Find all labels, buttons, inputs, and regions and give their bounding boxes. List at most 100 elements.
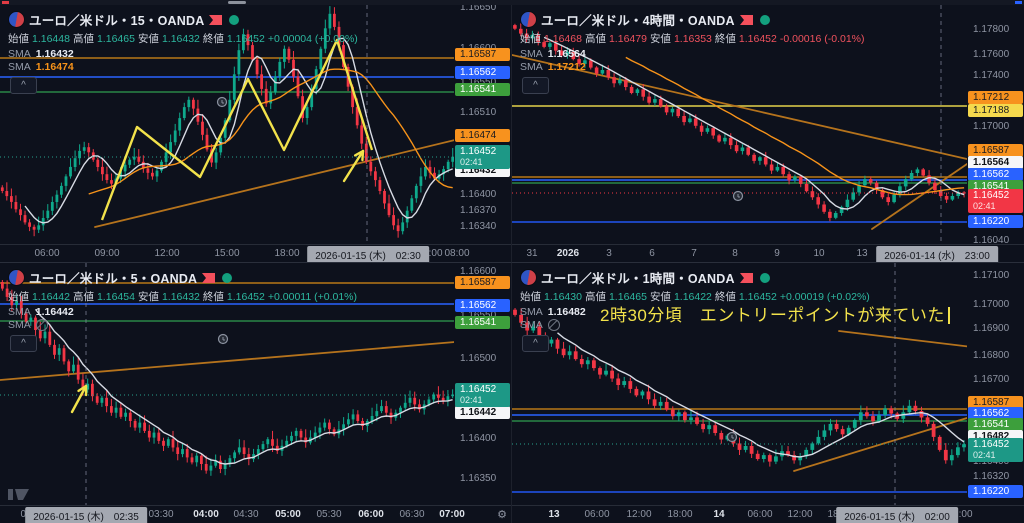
pair-icon xyxy=(8,11,25,28)
time-tick: 06:00 xyxy=(417,248,443,259)
collapse-legend-button[interactable]: ^ xyxy=(522,77,549,94)
close-value: 1.16452 xyxy=(738,290,777,303)
price-tick: 1.16040 xyxy=(973,235,1010,246)
price-level-label: 1.16541 xyxy=(968,418,1023,431)
alarm-clock-icon[interactable] xyxy=(732,190,744,202)
time-tick: 08:00 xyxy=(444,248,470,259)
alarm-clock-icon[interactable] xyxy=(216,96,228,108)
time-axis[interactable]: 1306:0012:0018:001406:0012:0018:0012:002… xyxy=(512,505,1024,523)
time-tick: 03:30 xyxy=(148,509,174,520)
chart-title[interactable]: ユーロ／米ドル・1時間・OANDA xyxy=(541,272,735,286)
price-level-label: 1.16564 xyxy=(968,156,1023,169)
close-label: 終値 xyxy=(202,291,224,303)
candlestick-chart[interactable] xyxy=(512,5,968,245)
indicator-row-sma[interactable]: SMA 1.16442 xyxy=(8,306,74,318)
alarm-clock-icon[interactable] xyxy=(217,333,229,345)
ohlc-row: 始値 1.16430 高値 1.16465 安値 1.16422 終値 1.16452 … xyxy=(520,289,870,304)
collapse-legend-button[interactable]: ^ xyxy=(10,335,37,352)
price-axis[interactable]: 1.17100 1.17000 1.16900 1.16800 1.16700 1.164… xyxy=(967,263,1024,506)
low-label: 安値 xyxy=(649,291,671,303)
time-tick: 06:00 xyxy=(584,509,610,520)
candlestick-chart[interactable] xyxy=(0,263,456,507)
flag-icon[interactable] xyxy=(208,14,223,26)
indicator-row-sma[interactable]: SMA 1.16482 xyxy=(520,306,586,318)
flag-icon[interactable] xyxy=(201,272,216,284)
text-cursor xyxy=(947,307,950,324)
low-label: 安値 xyxy=(649,33,671,45)
chart-plot-5min[interactable] xyxy=(0,263,456,512)
crosshair-date-label: 2026-01-15 (木) 02:35 xyxy=(25,507,147,523)
high-label: 高値 xyxy=(72,33,94,45)
price-tick: 1.16340 xyxy=(460,221,497,232)
price-level-label: 1.16220 xyxy=(968,485,1023,498)
low-value: 1.16422 xyxy=(673,290,712,303)
price-tick: 1.16900 xyxy=(973,323,1010,334)
chart-title[interactable]: ユーロ／米ドル・4時間・OANDA xyxy=(541,14,735,28)
price-tick: 1.17000 xyxy=(973,121,1010,132)
time-tick: 6 xyxy=(649,248,655,259)
price-level-label: 1.17188 xyxy=(968,104,1023,117)
low-label: 安値 xyxy=(137,291,159,303)
indicator-row-sma[interactable]: SMA 1.16474 xyxy=(8,61,74,73)
chart-title[interactable]: ユーロ／米ドル・15・OANDA xyxy=(29,14,205,28)
indicator-row-sma[interactable]: SMA 1.16564 xyxy=(520,48,586,60)
strip-scroll-thumb[interactable] xyxy=(228,1,246,4)
price-level-label: 1.17212 xyxy=(968,91,1023,104)
chart-plot-15min[interactable] xyxy=(0,5,456,250)
indicator-row-sma[interactable]: SMA xyxy=(520,319,870,331)
candlestick-chart[interactable] xyxy=(0,5,456,245)
price-level-label: 1.16587 xyxy=(455,276,510,289)
price-axis[interactable]: 1.17800 1.17600 1.17400 1.17000 1.16040 1.172… xyxy=(967,5,1024,246)
collapse-legend-button[interactable]: ^ xyxy=(522,335,549,352)
time-tick: 13 xyxy=(856,248,868,259)
time-axis[interactable]: 31 2026 3 6 7 8 9 10 13 2026-01-14 (水) 23:00 xyxy=(512,244,1024,262)
indicator-hidden-eye-icon[interactable] xyxy=(35,319,48,331)
axis-settings-gear-icon[interactable]: ⚙ xyxy=(497,509,507,521)
time-tick: 18:00 xyxy=(667,509,693,520)
indicator-row-sma[interactable]: SMA 1.16432 xyxy=(8,48,74,60)
price-axis[interactable]: 1.16600 1.16550 1.16500 1.16400 1.16350 1.165… xyxy=(454,263,511,506)
price-tick: 1.16600 xyxy=(460,266,497,277)
indicator-row-sma[interactable]: SMA 1.17212 xyxy=(520,61,586,73)
close-label: 終値 xyxy=(202,33,224,45)
alarm-clock-icon[interactable] xyxy=(726,431,738,443)
change-value: +0.00004 (+0.00%) xyxy=(267,32,358,45)
price-tick: 1.17000 xyxy=(973,299,1010,310)
current-price-label: 1.16452 02:41 xyxy=(455,145,510,169)
crosshair-date-label: 2026-01-15 (木) 02:30 xyxy=(307,246,429,262)
chart-plot-4hour[interactable] xyxy=(512,5,968,250)
price-level-label: 1.16562 xyxy=(455,66,510,79)
open-value: 1.16468 xyxy=(544,32,582,45)
indicator-row-sma[interactable]: SMA xyxy=(8,319,357,331)
price-axis[interactable]: 1.166501.166001.165501.165101.164001.163… xyxy=(454,5,511,245)
indicator-hidden-eye-icon[interactable] xyxy=(547,319,560,331)
open-label: 始値 xyxy=(520,33,541,45)
chart-panel-5min: 1.16600 1.16550 1.16500 1.16400 1.16350 1.165… xyxy=(0,262,512,523)
collapse-legend-button[interactable]: ^ xyxy=(10,77,37,94)
price-level-label: 1.16442 xyxy=(455,406,510,419)
flag-icon[interactable] xyxy=(739,272,754,284)
time-tick: 13 xyxy=(548,509,560,520)
price-tick: 1.16500 xyxy=(460,353,497,364)
price-tick: 1.16350 xyxy=(460,473,497,484)
crosshair-date-label: 2026-01-14 (水) 23:00 xyxy=(876,246,998,262)
high-value: 1.16454 xyxy=(96,290,135,303)
time-axis[interactable]: 06:0009:0012:0015:0018:0021:0006:0008:00… xyxy=(0,244,511,262)
time-tick: 12:00 xyxy=(947,509,973,520)
price-level-label: 1.16562 xyxy=(968,168,1023,181)
high-label: 高値 xyxy=(72,291,94,303)
price-level-label: 1.16541 xyxy=(455,83,510,96)
chart-legend: ユーロ／米ドル・1時間・OANDA 始値 1.16430 高値 1.16465 安値… xyxy=(520,268,870,332)
price-level-label: 1.16562 xyxy=(968,407,1023,420)
time-axis[interactable]: 0203:3004:0004:3005:0005:3006:0006:3007:… xyxy=(0,505,511,523)
price-tick: 1.16510 xyxy=(460,107,497,118)
price-tick: 1.16400 xyxy=(460,433,497,444)
time-tick: 31 xyxy=(526,248,538,259)
annotation-text[interactable]: 2時30分頃 エントリーポイントが来ていた xyxy=(600,301,950,326)
tradingview-logo[interactable] xyxy=(8,486,30,501)
chart-title[interactable]: ユーロ／米ドル・5・OANDA xyxy=(29,272,198,286)
flag-icon[interactable] xyxy=(739,14,754,26)
change-value: -0.00016 (-0.01%) xyxy=(779,32,865,45)
ohlc-row: 始値 1.16448 高値 1.16465 安値 1.16432 終値 1.16452 … xyxy=(8,31,358,46)
open-label: 始値 xyxy=(520,291,541,303)
